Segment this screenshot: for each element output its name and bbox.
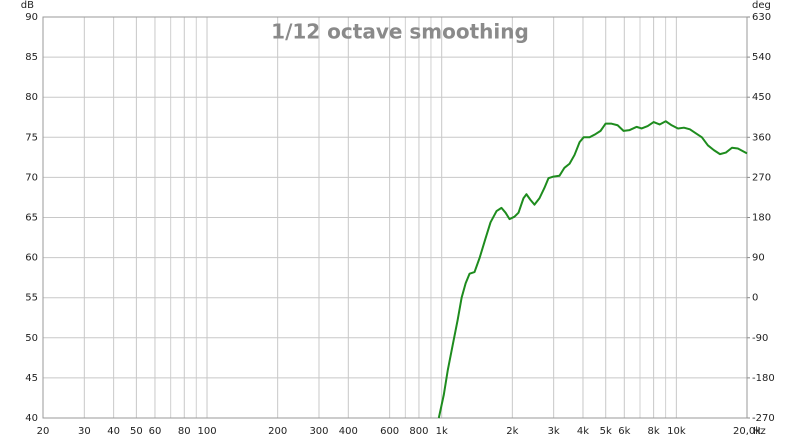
y2-tick-label: 540	[752, 52, 771, 63]
x-tick-label: 6k	[618, 426, 630, 437]
x-tick-label: 20	[37, 426, 50, 437]
y2-tick-label: 360	[752, 132, 771, 143]
x-tick-label: 800	[409, 426, 428, 437]
x-tick-label: 1k	[436, 426, 448, 437]
x-tick-label: 5k	[600, 426, 612, 437]
x-tick-label: 50	[130, 426, 143, 437]
y2-tick-label: 630	[752, 12, 771, 23]
y-tick-label: 50	[25, 333, 38, 344]
y-tick-label: 75	[25, 132, 38, 143]
y2-tick-label: -270	[752, 413, 775, 424]
y-tick-label: 40	[25, 413, 38, 424]
plot-frame	[42, 16, 748, 419]
x-tick-label: 400	[339, 426, 358, 437]
y2-tick-label: 450	[752, 92, 771, 103]
x-tick-label: 4k	[577, 426, 589, 437]
y-tick-label: 85	[25, 52, 38, 63]
x-tick-label: 3k	[548, 426, 560, 437]
x-tick-label: 200	[268, 426, 287, 437]
response-line	[437, 120, 748, 419]
x-tick-label: 100	[197, 426, 216, 437]
y2-tick-label: -90	[752, 333, 768, 344]
y-tick-label: 45	[25, 373, 38, 384]
x-tick-label: 600	[380, 426, 399, 437]
y-tick-label: 80	[25, 92, 38, 103]
x-tick-label: 20,0k	[733, 426, 761, 437]
y2-tick-label: 0	[752, 293, 758, 304]
x-tick-label: 40	[107, 426, 120, 437]
y2-axis-label: deg	[752, 0, 771, 11]
x-tick-label: 30	[78, 426, 91, 437]
y2-tick-label: 180	[752, 213, 771, 224]
y-axis-label: dB	[21, 0, 34, 11]
y-tick-label: 65	[25, 213, 38, 224]
y2-tick-label: 270	[752, 172, 771, 183]
x-tick-label: 10k	[667, 426, 686, 437]
x-tick-label: 80	[178, 426, 191, 437]
x-tick-label: 300	[309, 426, 328, 437]
x-axis-label: Hz	[753, 426, 766, 437]
y-tick-label: 60	[25, 253, 38, 264]
x-tick-label: 60	[149, 426, 162, 437]
y-tick-label: 55	[25, 293, 38, 304]
chart-title: 1/12 octave smoothing	[271, 20, 529, 44]
x-tick-label: 2k	[506, 426, 518, 437]
x-tick-label: 8k	[648, 426, 660, 437]
y-tick-label: 70	[25, 172, 38, 183]
y2-tick-label: -180	[752, 373, 775, 384]
y-tick-label: 90	[25, 12, 38, 23]
y2-tick-label: 90	[752, 253, 765, 264]
